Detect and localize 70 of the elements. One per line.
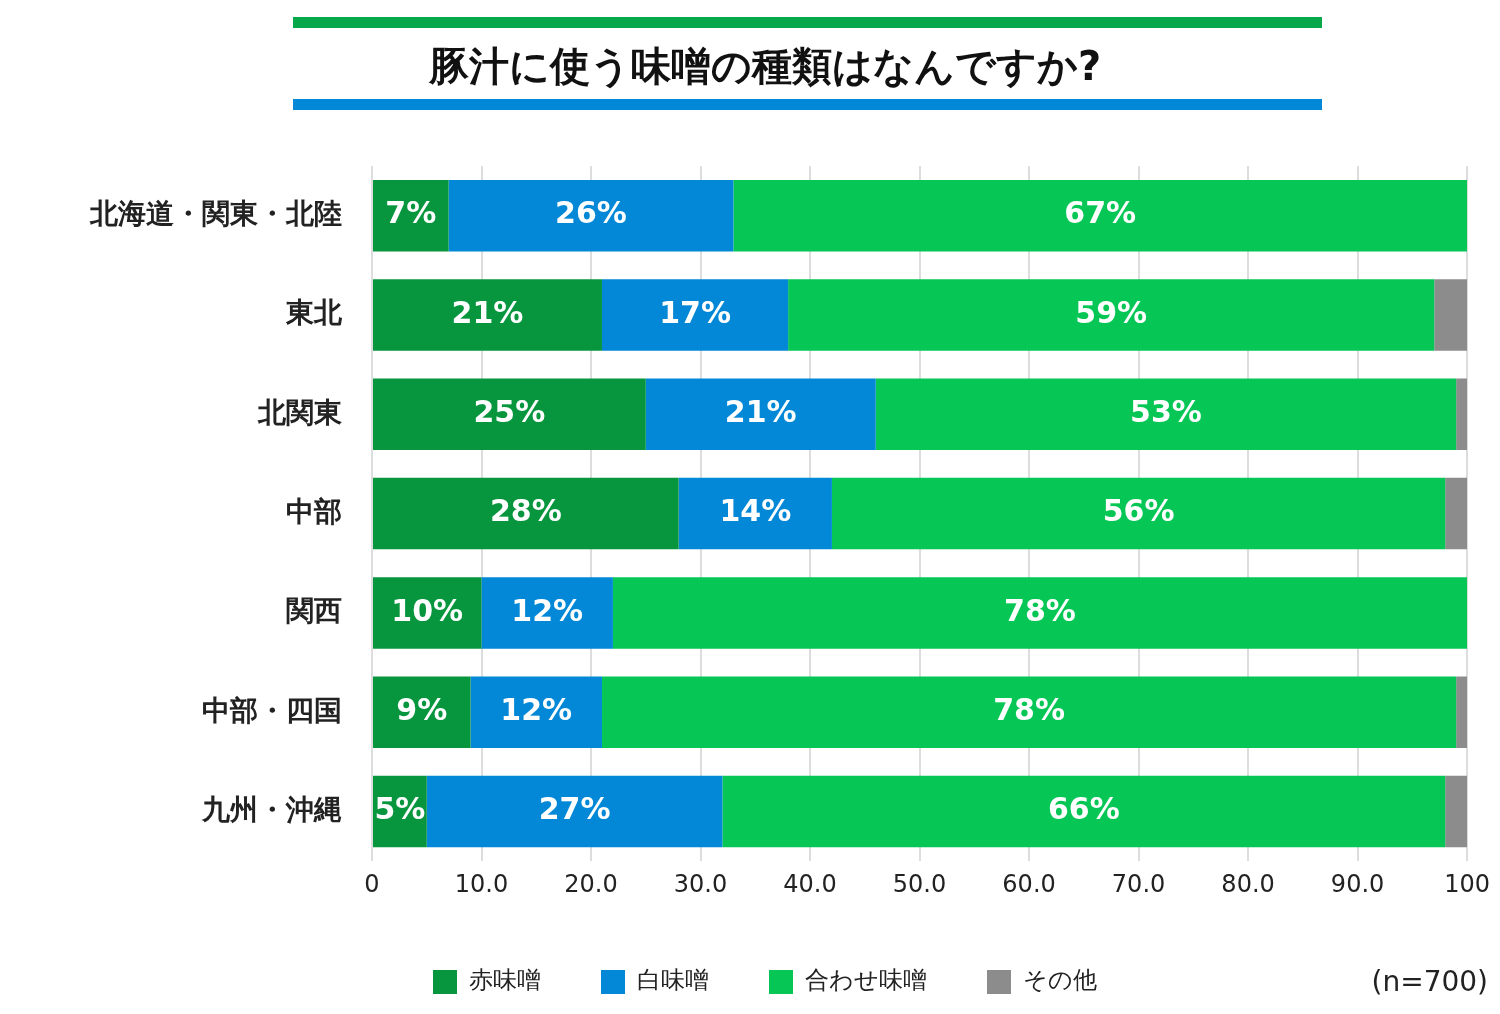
bar (875, 378, 1457, 451)
data-label: 7% (385, 195, 437, 231)
data-label: 53% (1130, 394, 1202, 430)
bar (645, 378, 876, 451)
data-label: 14% (719, 493, 792, 529)
x-tick-label: 30.0 (673, 869, 728, 898)
x-tick-label: 70.0 (1111, 869, 1166, 898)
data-label: 25% (473, 394, 546, 430)
bar (733, 179, 1468, 252)
y-tick-label: 東北 (285, 296, 343, 330)
chart-title: 豚汁に使う味噌の種類はなんですか? (427, 43, 1102, 90)
y-tick-label: 九州・沖縄 (201, 792, 342, 826)
bar (601, 676, 1457, 748)
data-label: 78% (1004, 592, 1076, 628)
x-tick-label: 20.0 (564, 869, 618, 898)
data-label: 59% (1075, 294, 1148, 330)
data-label: 28% (489, 493, 562, 529)
bar (481, 577, 613, 649)
data-label: 78% (993, 692, 1065, 728)
bar (1456, 676, 1468, 748)
bar (831, 477, 1446, 550)
x-tick-label: 50.0 (892, 869, 947, 898)
legend-label: その他 (1023, 966, 1097, 995)
data-label: 27% (538, 791, 611, 827)
x-tick-label: 10.0 (454, 869, 509, 898)
text: (n=700) (1371, 965, 1488, 999)
bar (612, 577, 1468, 649)
y-tick-label: 北海道・関東・北陸 (89, 196, 342, 230)
data-label: 26% (555, 195, 627, 231)
bar (373, 378, 646, 451)
data-label: 66% (1047, 791, 1120, 827)
bar (1445, 477, 1468, 550)
bar (470, 676, 602, 748)
data-label: 67% (1064, 195, 1137, 231)
y-tick-label: 中部・四国 (202, 693, 342, 727)
data-label: 5% (374, 791, 426, 827)
x-tick-label: 100 (1444, 869, 1490, 898)
bar (373, 676, 471, 748)
data-label: 9% (396, 692, 448, 728)
bar (722, 775, 1446, 848)
bar (373, 477, 679, 550)
bar (678, 477, 832, 550)
bar (373, 279, 602, 351)
bar (1434, 279, 1468, 351)
y-tick-label: 関西 (286, 594, 342, 628)
data-label: 10% (391, 592, 464, 628)
bar (601, 279, 789, 351)
legend-label: 白味噌 (637, 966, 709, 995)
bar (1456, 378, 1468, 451)
y-tick-label: 北関東 (257, 395, 342, 429)
legend-label: 赤味噌 (469, 966, 541, 995)
x-tick-label: 80.0 (1221, 869, 1275, 898)
y-tick-label: 中部 (286, 494, 342, 528)
data-label: 12% (511, 592, 584, 628)
legend-label: 合わせ味噌 (805, 966, 927, 995)
data-label: 17% (659, 294, 731, 330)
data-label: 21% (724, 394, 797, 430)
x-tick-label: 90.0 (1330, 869, 1385, 898)
data-label: 21% (451, 294, 524, 330)
bar (788, 279, 1435, 351)
x-tick-label: 0 (364, 869, 380, 898)
bar (448, 179, 734, 252)
data-label: 56% (1102, 493, 1175, 529)
bar (426, 775, 723, 848)
x-tick-label: 40.0 (783, 869, 837, 898)
bar (1445, 775, 1468, 848)
x-tick-label: 60.0 (1002, 869, 1056, 898)
bar (373, 577, 482, 649)
bar (373, 179, 449, 252)
data-label: 12% (500, 692, 573, 728)
